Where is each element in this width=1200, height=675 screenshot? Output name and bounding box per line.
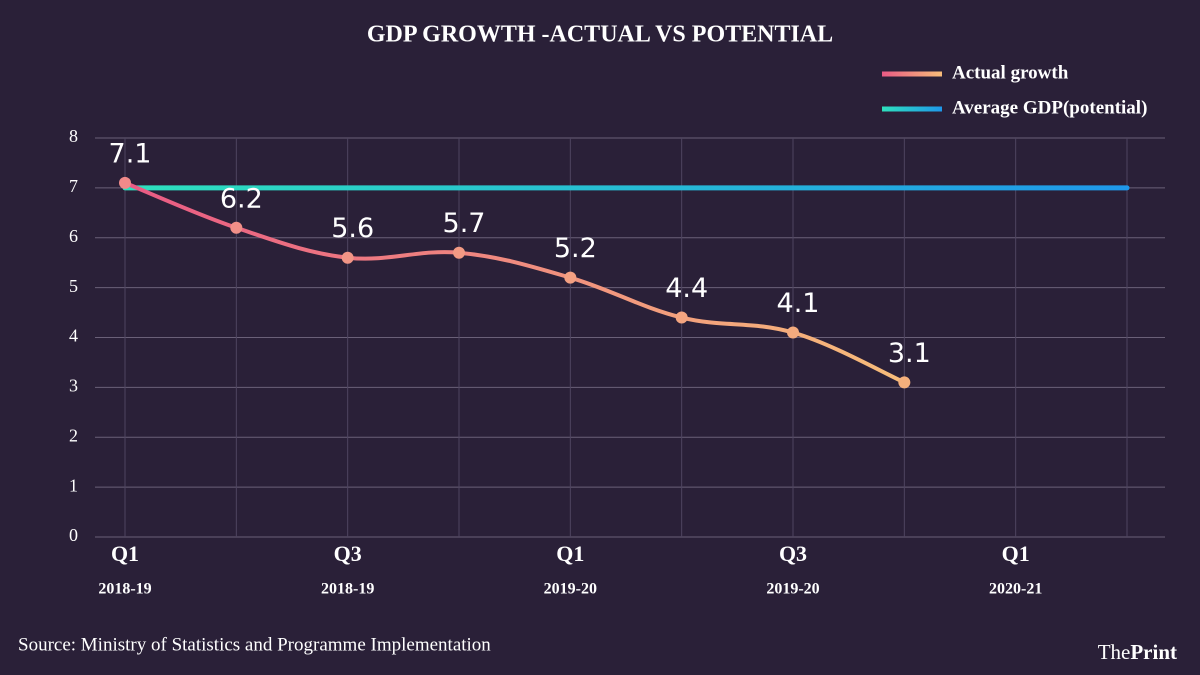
data-point bbox=[453, 246, 465, 259]
y-tick-label: 3 bbox=[69, 376, 78, 396]
data-label: 4.1 bbox=[777, 288, 820, 319]
x-tick-sublabel: 2019-20 bbox=[544, 581, 597, 598]
data-label: 3.1 bbox=[888, 338, 931, 369]
y-tick-label: 5 bbox=[69, 276, 78, 296]
data-point bbox=[675, 311, 688, 324]
y-tick-label: 0 bbox=[69, 525, 78, 545]
data-point bbox=[564, 271, 577, 284]
x-tick-sublabel: 2020-21 bbox=[989, 581, 1042, 598]
y-tick-label: 2 bbox=[69, 425, 78, 445]
x-tick-label: Q3 bbox=[779, 541, 807, 566]
x-tick-sublabel: 2018-19 bbox=[321, 581, 374, 598]
brand-name: Print bbox=[1130, 640, 1177, 664]
data-label: 7.1 bbox=[109, 138, 152, 169]
data-label: 5.7 bbox=[443, 208, 486, 239]
data-point bbox=[898, 376, 911, 389]
data-point bbox=[341, 251, 354, 264]
chart-title: GDP GROWTH -ACTUAL VS POTENTIAL bbox=[367, 22, 833, 48]
y-tick-label: 7 bbox=[69, 176, 78, 196]
legend-label: Average GDP(potential) bbox=[952, 97, 1147, 118]
x-tick-sublabel: 2019-20 bbox=[766, 581, 819, 598]
brand-prefix: The bbox=[1098, 640, 1131, 664]
data-label: 5.2 bbox=[554, 233, 597, 264]
x-tick-label: Q1 bbox=[556, 541, 584, 566]
data-point bbox=[787, 326, 799, 339]
brand: ThePrint bbox=[1098, 640, 1177, 664]
data-point bbox=[119, 176, 131, 189]
data-point bbox=[230, 221, 243, 234]
y-tick-label: 8 bbox=[69, 126, 78, 146]
data-label: 5.6 bbox=[331, 213, 374, 244]
y-tick-label: 1 bbox=[69, 475, 78, 495]
x-tick-sublabel: 2018-19 bbox=[98, 581, 151, 598]
legend-swatch bbox=[882, 106, 942, 112]
legend-label: Actual growth bbox=[952, 62, 1069, 83]
data-label: 4.4 bbox=[665, 273, 708, 304]
x-tick-label: Q1 bbox=[111, 541, 139, 566]
legend-swatch bbox=[882, 71, 942, 77]
data-label: 6.2 bbox=[220, 183, 263, 214]
source-note: Source: Ministry of Statistics and Progr… bbox=[18, 634, 491, 655]
x-tick-label: Q3 bbox=[334, 541, 362, 566]
y-tick-label: 6 bbox=[69, 226, 78, 246]
y-tick-label: 4 bbox=[69, 326, 78, 346]
x-tick-label: Q1 bbox=[1002, 541, 1030, 566]
